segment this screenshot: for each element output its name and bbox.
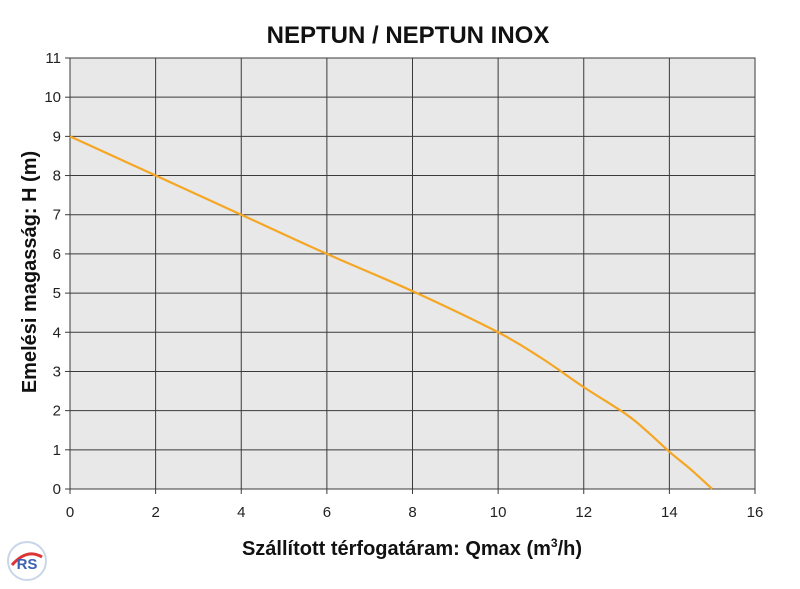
x-axis-label-main: Szállított térfogatáram: Qmax (m — [242, 538, 551, 560]
y-tick-label: 0 — [53, 481, 61, 498]
x-tick-label: 8 — [408, 504, 416, 521]
x-tick-label: 0 — [66, 504, 74, 521]
series-layer — [69, 135, 713, 490]
chart-title: NEPTUN / NEPTUN INOX — [267, 22, 550, 49]
x-axis-ticks: 0 2 4 6 8 10 12 14 16 — [66, 489, 764, 521]
series-line — [69, 135, 713, 490]
y-tick-label: 7 — [53, 207, 61, 224]
x-tick-label: 12 — [575, 504, 592, 521]
y-tick-label: 1 — [53, 442, 61, 459]
x-axis-label-end: /h) — [558, 538, 582, 560]
x-tick-label: 10 — [490, 504, 507, 521]
y-tick-label: 4 — [53, 324, 61, 341]
y-tick-label: 6 — [53, 246, 61, 263]
x-axis-label: Szállított térfogatáram: Qmax (m3/h) — [242, 536, 582, 560]
y-tick-label: 8 — [53, 168, 61, 185]
y-tick-label: 3 — [53, 363, 61, 380]
y-tick-label: 10 — [44, 89, 61, 106]
x-tick-label: 4 — [237, 504, 245, 521]
y-axis-label: Emelési magasság: H (m) — [19, 151, 41, 393]
y-tick-label: 11 — [45, 50, 61, 67]
x-tick-label: 14 — [661, 504, 678, 521]
logo-text: RS — [17, 556, 38, 573]
x-tick-label: 2 — [151, 504, 159, 521]
x-tick-label: 16 — [747, 504, 764, 521]
x-tick-label: 6 — [323, 504, 331, 521]
y-tick-label: 2 — [53, 403, 61, 420]
brand-logo-icon: RS — [7, 541, 47, 581]
x-axis-label-superscript: 3 — [551, 536, 558, 550]
y-axis-ticks: 0 1 2 3 4 5 6 7 8 9 10 11 — [44, 50, 70, 498]
y-tick-label: 9 — [53, 128, 61, 145]
y-tick-label: 5 — [53, 285, 61, 302]
